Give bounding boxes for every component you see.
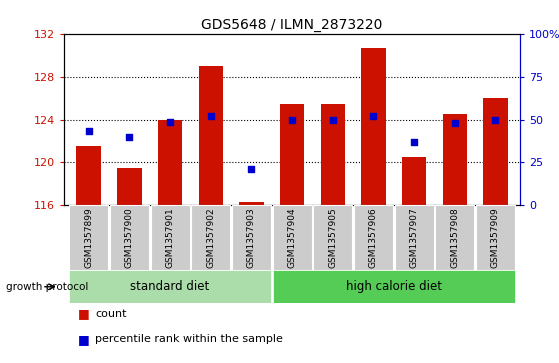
- Bar: [354, 205, 393, 270]
- Point: [410, 139, 419, 145]
- Bar: [443, 114, 467, 205]
- Bar: [395, 205, 434, 270]
- Text: GSM1357903: GSM1357903: [247, 207, 256, 268]
- Bar: [239, 202, 264, 205]
- Bar: [198, 66, 223, 205]
- Bar: [402, 157, 427, 205]
- Bar: [280, 104, 304, 205]
- Bar: [232, 205, 271, 270]
- Text: GSM1357900: GSM1357900: [125, 207, 134, 268]
- Text: growth protocol: growth protocol: [6, 282, 88, 292]
- Point: [491, 117, 500, 123]
- Title: GDS5648 / ILMN_2873220: GDS5648 / ILMN_2873220: [201, 18, 383, 32]
- Bar: [273, 270, 515, 303]
- Point: [369, 113, 378, 118]
- Text: count: count: [95, 309, 126, 319]
- Text: GSM1357901: GSM1357901: [165, 207, 174, 268]
- Text: GSM1357904: GSM1357904: [287, 207, 297, 268]
- Text: GSM1357907: GSM1357907: [410, 207, 419, 268]
- Text: GSM1357909: GSM1357909: [491, 207, 500, 268]
- Text: standard diet: standard diet: [130, 280, 210, 293]
- Bar: [69, 270, 271, 303]
- Bar: [117, 168, 141, 205]
- Text: percentile rank within the sample: percentile rank within the sample: [95, 334, 283, 344]
- Bar: [361, 48, 386, 205]
- Bar: [110, 205, 149, 270]
- Text: ■: ■: [78, 333, 90, 346]
- Bar: [69, 205, 108, 270]
- Point: [206, 114, 215, 119]
- Bar: [476, 205, 515, 270]
- Point: [84, 128, 93, 134]
- Point: [247, 166, 256, 172]
- Bar: [320, 104, 345, 205]
- Point: [125, 134, 134, 140]
- Text: GSM1357906: GSM1357906: [369, 207, 378, 268]
- Text: GSM1357899: GSM1357899: [84, 207, 93, 268]
- Text: GSM1357905: GSM1357905: [328, 207, 337, 268]
- Point: [451, 120, 459, 126]
- Point: [288, 117, 297, 123]
- Bar: [158, 120, 182, 205]
- Bar: [435, 205, 474, 270]
- Text: GSM1357908: GSM1357908: [451, 207, 459, 268]
- Text: GSM1357902: GSM1357902: [206, 207, 215, 268]
- Point: [328, 117, 337, 123]
- Bar: [150, 205, 190, 270]
- Bar: [77, 146, 101, 205]
- Text: ■: ■: [78, 307, 90, 321]
- Text: high calorie diet: high calorie diet: [346, 280, 442, 293]
- Bar: [313, 205, 352, 270]
- Bar: [484, 98, 508, 205]
- Bar: [273, 205, 311, 270]
- Point: [165, 119, 174, 125]
- Bar: [191, 205, 230, 270]
